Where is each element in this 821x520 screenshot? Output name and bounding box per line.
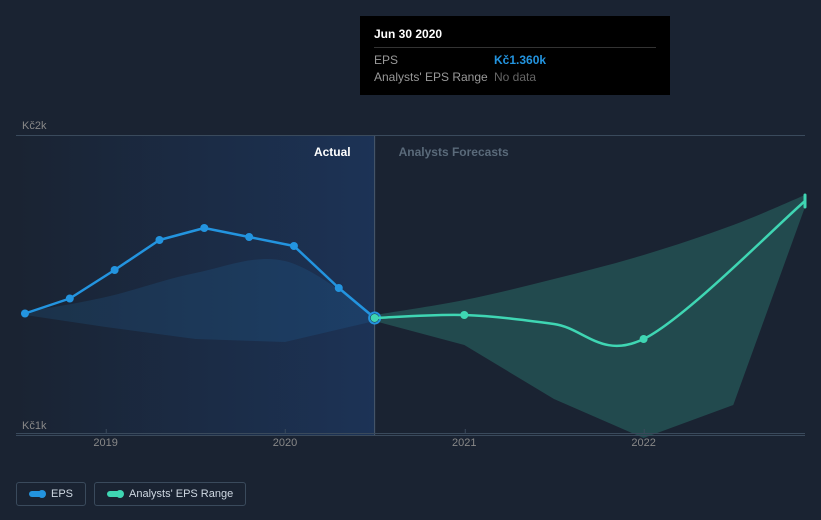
x-tick-label: 2022 [631, 437, 655, 449]
region-label-actual: Actual [314, 145, 351, 159]
plot-area[interactable]: Actual Analysts Forecasts Kč2k Kč1k [16, 135, 805, 435]
x-axis: 2019 2020 2021 2022 [16, 433, 805, 458]
x-tick-label: 2019 [93, 437, 117, 449]
tooltip-row-range: Analysts' EPS Range No data [374, 69, 656, 86]
forecast-range-band [375, 195, 805, 438]
eps-point[interactable] [335, 284, 343, 292]
legend-label-eps: EPS [51, 488, 73, 500]
eps-point[interactable] [290, 242, 298, 250]
forecast-point[interactable] [371, 314, 379, 322]
forecast-point[interactable] [640, 335, 648, 343]
eps-point[interactable] [21, 310, 29, 318]
legend-swatch-eps [29, 491, 43, 497]
y-tick-label: Kč2k [22, 120, 46, 132]
chart-legend: EPS Analysts' EPS Range [16, 482, 246, 506]
x-tick-label: 2020 [273, 437, 297, 449]
eps-point[interactable] [200, 224, 208, 232]
tooltip-date: Jun 30 2020 [374, 26, 656, 48]
x-tick-label: 2021 [452, 437, 476, 449]
eps-point[interactable] [111, 266, 119, 274]
eps-point[interactable] [66, 295, 74, 303]
y-tick-label: Kč1k [22, 420, 46, 432]
tooltip-label-eps: EPS [374, 52, 494, 69]
eps-chart: Jun 30 2020 EPS Kč1.360k Analysts' EPS R… [0, 0, 821, 520]
plot-svg [16, 135, 805, 435]
region-label-forecast: Analysts Forecasts [399, 145, 509, 159]
eps-point[interactable] [155, 236, 163, 244]
legend-label-range: Analysts' EPS Range [129, 488, 233, 500]
legend-item-eps[interactable]: EPS [16, 482, 86, 506]
forecast-point[interactable] [460, 311, 468, 319]
legend-swatch-range [107, 491, 121, 497]
tooltip-value-range: No data [494, 69, 536, 86]
legend-item-range[interactable]: Analysts' EPS Range [94, 482, 246, 506]
eps-point[interactable] [245, 233, 253, 241]
y-gridline: Kč2k [16, 135, 805, 136]
tooltip-label-range: Analysts' EPS Range [374, 69, 494, 86]
tooltip-value-eps: Kč1.360k [494, 52, 546, 69]
chart-tooltip: Jun 30 2020 EPS Kč1.360k Analysts' EPS R… [360, 16, 670, 95]
tooltip-row-eps: EPS Kč1.360k [374, 52, 656, 69]
